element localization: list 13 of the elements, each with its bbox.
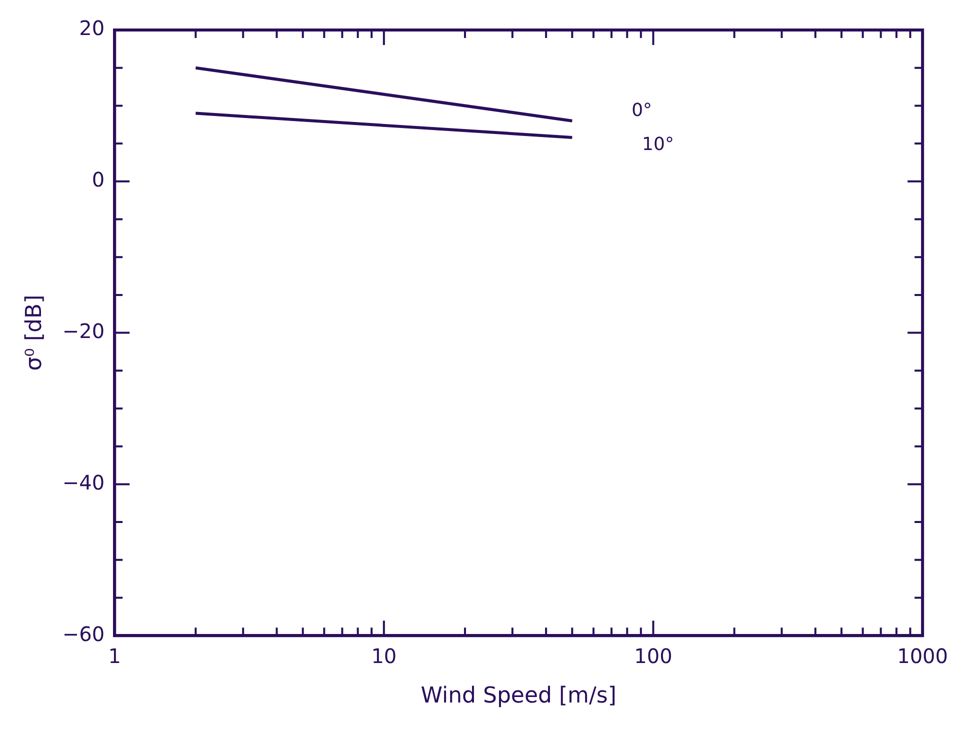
- y-tick-label: 0: [92, 168, 105, 192]
- x-tick-label: 100: [634, 644, 672, 668]
- y-tick-label: −60: [62, 622, 105, 646]
- x-tick-label: 1000: [897, 644, 948, 668]
- x-axis-title: Wind Speed [m/s]: [420, 684, 616, 709]
- y-tick-label: −40: [62, 470, 105, 494]
- x-tick-label: 10: [371, 644, 397, 668]
- x-tick-label: 1: [108, 644, 121, 668]
- y-tick-label: −20: [62, 319, 105, 344]
- text: 10°: [642, 134, 674, 156]
- y-tick-label: 20: [79, 16, 105, 40]
- y-axis-title: σ⁰ [dB]: [22, 294, 47, 371]
- text: 0°: [632, 100, 652, 121]
